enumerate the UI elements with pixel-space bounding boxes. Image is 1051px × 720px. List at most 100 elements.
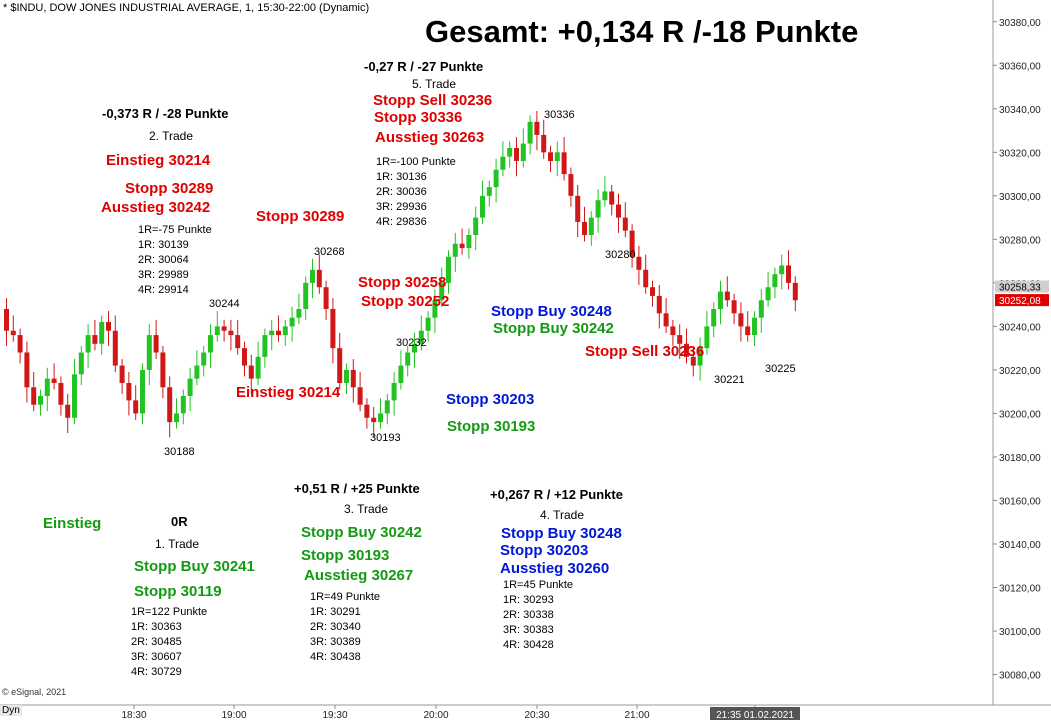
trade3-chart-stopp: Stopp 30193 — [447, 418, 536, 435]
candle-body — [582, 221, 587, 235]
candle-body — [174, 413, 179, 423]
candle-body — [72, 374, 77, 418]
candle-body — [248, 365, 254, 379]
r-line: 3R: 30383 — [503, 624, 554, 636]
candle-body — [384, 400, 390, 414]
y-tick-label: 30220,00 — [999, 366, 1041, 377]
trade3-stopp: Stopp 30193 — [301, 547, 390, 564]
candle-body — [58, 382, 64, 405]
candle-body — [330, 308, 336, 349]
r-line: 2R: 30064 — [138, 254, 189, 266]
candle-body — [629, 230, 635, 257]
x-tick-label: 21:00 — [624, 710, 649, 720]
trade4-chart-stopp-buy: Stopp Buy 30248 — [491, 303, 612, 320]
r-line: 1R=-75 Punkte — [138, 224, 212, 236]
candle-body — [4, 308, 9, 331]
candle-body — [276, 330, 281, 336]
candle-body — [480, 195, 485, 218]
candle-body — [126, 382, 132, 401]
y-tick-label: 30240,00 — [999, 322, 1041, 333]
point-label: 30193 — [370, 432, 401, 444]
r-line: 1R: 30139 — [138, 239, 189, 251]
trade5-chart-stopp-sell: Stopp Sell 30236 — [585, 343, 705, 360]
trade2-name: 2. Trade — [149, 129, 194, 143]
trade2-chart-einstieg: Einstieg 30214 — [236, 384, 341, 401]
price-tag-label: 30258,33 — [999, 283, 1041, 294]
candle-body — [391, 382, 397, 401]
candle-body — [527, 121, 533, 144]
candle-body — [697, 348, 703, 366]
y-tick-label: 30160,00 — [999, 496, 1041, 507]
r-line: 1R=122 Punkte — [131, 606, 208, 618]
trade5-r-levels: 1R=-100 Punkte 1R: 30136 2R: 30036 3R: 2… — [376, 155, 456, 230]
price-tag-box — [995, 280, 1049, 293]
point-label: 30188 — [164, 446, 195, 458]
candle-body — [119, 365, 125, 383]
trade4-result: +0,267 R / +12 Punkte — [490, 487, 623, 502]
candle-body — [738, 313, 744, 327]
candle-body — [255, 356, 261, 379]
trade4-ausstieg: Ausstieg 30260 — [500, 560, 610, 577]
r-line: 1R=-100 Punkte — [376, 156, 456, 168]
point-label: 30232 — [396, 337, 427, 349]
trade2-chart-stopp: Stopp 30289 — [256, 208, 345, 225]
candle-body — [160, 352, 166, 388]
candle-body — [201, 352, 207, 366]
trade5-result: -0,27 R / -27 Punkte — [364, 59, 484, 74]
point-label: 30268 — [314, 246, 345, 258]
candle-body — [289, 317, 295, 327]
candle-body — [303, 282, 309, 309]
trade5-name: 5. Trade — [412, 77, 457, 91]
candle-body — [541, 134, 547, 153]
price-tag-label: 30252,08 — [999, 296, 1041, 307]
candle-body — [51, 378, 57, 383]
y-tick-label: 30180,00 — [999, 453, 1041, 464]
point-label: 30336 — [544, 109, 575, 121]
trade3-r-levels: 1R=49 Punkte 1R: 30291 2R: 30340 3R: 303… — [310, 590, 380, 665]
candle-body — [398, 365, 404, 383]
candle-body — [405, 352, 411, 366]
candle-body — [99, 322, 105, 344]
candle-body — [187, 378, 193, 397]
candle-body — [670, 326, 676, 336]
x-tick-label: 20:00 — [423, 710, 448, 720]
candle-body — [350, 369, 356, 388]
r-line: 1R=45 Punkte — [503, 579, 574, 591]
x-tick-label: 19:00 — [221, 710, 246, 720]
candle-body — [92, 335, 98, 344]
candle-body — [269, 330, 275, 336]
candle-body — [609, 191, 615, 205]
r-line: 3R: 30389 — [310, 636, 361, 648]
r-line: 4R: 29836 — [376, 216, 427, 228]
trade1-stopp: Stopp 30119 — [134, 583, 222, 600]
copyright: © eSignal, 2021 — [2, 687, 67, 697]
point-label: 30280 — [605, 249, 636, 261]
candle-body — [242, 348, 247, 366]
candle-body — [636, 256, 642, 270]
trade2-result: -0,373 R / -28 Punkte — [102, 106, 229, 121]
mode-label[interactable]: Dyn — [0, 705, 22, 716]
trade4-r-levels: 1R=45 Punkte 1R: 30293 2R: 30338 3R: 303… — [503, 578, 573, 653]
trade5-stopp-sell: Stopp Sell 30236 — [373, 92, 493, 109]
trade4-chart-stopp: Stopp 30203 — [446, 391, 535, 408]
candle-body — [622, 217, 628, 231]
candle-body — [731, 300, 737, 314]
candle-body — [208, 335, 213, 353]
candle-body — [378, 413, 383, 423]
candle-body — [337, 348, 343, 383]
candle-body — [133, 400, 139, 414]
candle-body — [758, 300, 764, 318]
r-line: 2R: 30338 — [503, 609, 554, 621]
trade4-stopp: Stopp 30203 — [500, 542, 589, 559]
x-axis: 18:30 19:00 19:30 20:00 20:30 21:00 21:35 01.0… — [121, 705, 800, 720]
candle-body — [167, 387, 173, 423]
candle-body — [663, 313, 669, 327]
candle-body — [718, 291, 723, 309]
trade3-chart-stopp-a: Stopp 30258 — [358, 274, 447, 291]
r-line: 2R: 30036 — [376, 186, 427, 198]
r-line: 3R: 29989 — [138, 269, 189, 281]
candle-body — [439, 282, 445, 301]
r-line: 2R: 30485 — [131, 636, 182, 648]
point-label: 30244 — [209, 298, 240, 310]
trade1-name: 1. Trade — [155, 537, 200, 551]
